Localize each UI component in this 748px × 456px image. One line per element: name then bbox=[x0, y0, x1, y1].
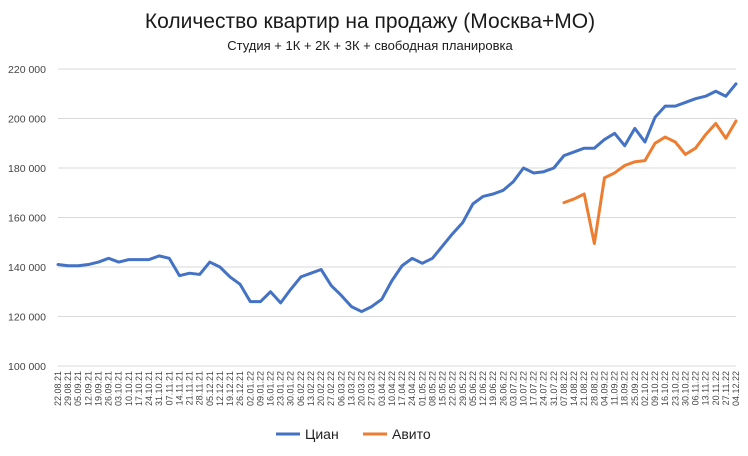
y-axis-ticks: 100 000 120 000 140 000 160 000 180 000 200 0… bbox=[8, 64, 46, 373]
x-tick-label: 12.09.21 bbox=[83, 371, 93, 406]
x-tick-label: 21.11.21 bbox=[185, 371, 195, 405]
x-tick-label: 11.09.22 bbox=[610, 371, 620, 405]
x-tick-label: 27.02.22 bbox=[326, 371, 336, 406]
x-tick-label: 20.03.22 bbox=[357, 371, 367, 406]
series-lines bbox=[56, 82, 738, 314]
x-tick-label: 26.12.21 bbox=[235, 371, 245, 406]
x-tick-label: 03.04.22 bbox=[377, 371, 387, 406]
x-tick-label: 22.05.22 bbox=[448, 371, 458, 406]
x-tick-label: 06.02.22 bbox=[296, 371, 306, 406]
x-tick-label: 14.11.21 bbox=[174, 371, 184, 405]
x-tick-label: 17.07.22 bbox=[529, 371, 539, 406]
x-tick-label: 02.10.22 bbox=[640, 371, 650, 406]
x-tick-label: 20.11.22 bbox=[711, 371, 721, 405]
x-tick-label: 21.08.22 bbox=[579, 371, 589, 406]
x-tick-label: 09.01.22 bbox=[255, 371, 265, 406]
x-tick-label: 05.12.21 bbox=[205, 371, 215, 406]
legend: Циан Авито bbox=[276, 426, 431, 442]
x-tick-label: 03.07.22 bbox=[508, 371, 518, 406]
x-tick-label: 16.10.22 bbox=[660, 371, 670, 406]
x-tick-label: 12.06.22 bbox=[478, 371, 488, 406]
y-tick-label: 120 000 bbox=[8, 312, 46, 324]
x-tick-label: 05.06.22 bbox=[468, 371, 478, 406]
x-tick-label: 29.05.22 bbox=[458, 371, 468, 406]
x-tick-label: 07.08.22 bbox=[559, 371, 569, 406]
x-tick-label: 24.10.21 bbox=[144, 371, 154, 406]
x-tick-label: 04.12.22 bbox=[731, 371, 741, 406]
x-tick-label: 29.08.21 bbox=[63, 371, 73, 406]
y-tick-label: 160 000 bbox=[8, 213, 46, 225]
x-tick-label: 22.08.21 bbox=[53, 371, 63, 406]
x-tick-label: 13.03.22 bbox=[346, 371, 356, 406]
x-tick-label: 24.07.22 bbox=[539, 371, 549, 406]
x-tick-label: 01.05.22 bbox=[417, 371, 427, 406]
x-tick-label: 31.07.22 bbox=[549, 371, 559, 406]
y-tick-label: 180 000 bbox=[8, 163, 46, 175]
x-tick-label: 26.06.22 bbox=[498, 371, 508, 406]
x-tick-label: 17.04.22 bbox=[397, 371, 407, 406]
y-tick-label: 100 000 bbox=[8, 361, 46, 373]
x-tick-label: 28.08.22 bbox=[589, 371, 599, 406]
y-tick-label: 200 000 bbox=[8, 114, 46, 126]
x-tick-label: 17.10.21 bbox=[134, 371, 144, 406]
x-tick-label: 06.11.22 bbox=[691, 371, 701, 405]
x-tick-label: 10.04.22 bbox=[387, 371, 397, 406]
legend-label-cian: Циан bbox=[305, 426, 339, 442]
x-tick-label: 28.11.21 bbox=[195, 371, 205, 405]
x-tick-label: 31.10.21 bbox=[154, 371, 164, 406]
x-tick-label: 15.05.22 bbox=[438, 371, 448, 406]
y-tick-label: 140 000 bbox=[8, 262, 46, 274]
x-tick-label: 30.10.22 bbox=[680, 371, 690, 406]
x-tick-label: 13.11.22 bbox=[701, 371, 711, 405]
x-tick-label: 19.09.21 bbox=[93, 371, 103, 406]
series-line-cian bbox=[56, 82, 738, 314]
x-tick-label: 03.10.21 bbox=[114, 371, 124, 406]
x-tick-label: 19.06.22 bbox=[488, 371, 498, 406]
x-tick-label: 18.09.22 bbox=[620, 371, 630, 406]
x-tick-label: 02.01.22 bbox=[245, 371, 255, 406]
chart-subtitle: Студия + 1К + 2К + 3К + свободная планир… bbox=[227, 38, 513, 53]
x-tick-label: 13.02.22 bbox=[306, 371, 316, 406]
x-tick-label: 23.10.22 bbox=[670, 371, 680, 406]
chart-title: Количество квартир на продажу (Москва+МО… bbox=[145, 10, 595, 33]
x-tick-label: 27.03.22 bbox=[367, 371, 377, 406]
x-tick-label: 10.07.22 bbox=[518, 371, 528, 406]
x-tick-label: 05.09.21 bbox=[73, 371, 83, 406]
x-tick-label: 08.05.22 bbox=[427, 371, 437, 406]
x-axis-ticks: 22.08.21 29.08.21 05.09.21 12.09.21 19.09.21… bbox=[53, 371, 741, 406]
x-tick-label: 25.09.22 bbox=[630, 371, 640, 406]
legend-label-avito: Авито bbox=[392, 426, 431, 442]
x-tick-label: 30.01.22 bbox=[286, 371, 296, 406]
series-line-avito bbox=[562, 119, 738, 245]
x-tick-label: 16.01.22 bbox=[266, 371, 276, 406]
x-tick-label: 04.09.22 bbox=[599, 371, 609, 406]
x-tick-label: 26.09.21 bbox=[104, 371, 114, 406]
x-tick-label: 14.08.22 bbox=[569, 371, 579, 406]
x-tick-label: 27.11.22 bbox=[721, 371, 731, 405]
grid-lines bbox=[58, 68, 736, 367]
x-tick-label: 06.03.22 bbox=[336, 371, 346, 406]
y-tick-label: 220 000 bbox=[8, 64, 46, 76]
x-tick-label: 23.01.22 bbox=[276, 371, 286, 406]
x-tick-label: 12.12.21 bbox=[215, 371, 225, 406]
x-tick-label: 20.02.22 bbox=[316, 371, 326, 406]
x-tick-label: 07.11.21 bbox=[164, 371, 174, 405]
x-tick-label: 24.04.22 bbox=[407, 371, 417, 406]
x-tick-label: 19.12.21 bbox=[225, 371, 235, 406]
x-tick-label: 09.10.22 bbox=[650, 371, 660, 406]
x-tick-label: 10.10.21 bbox=[124, 371, 134, 406]
